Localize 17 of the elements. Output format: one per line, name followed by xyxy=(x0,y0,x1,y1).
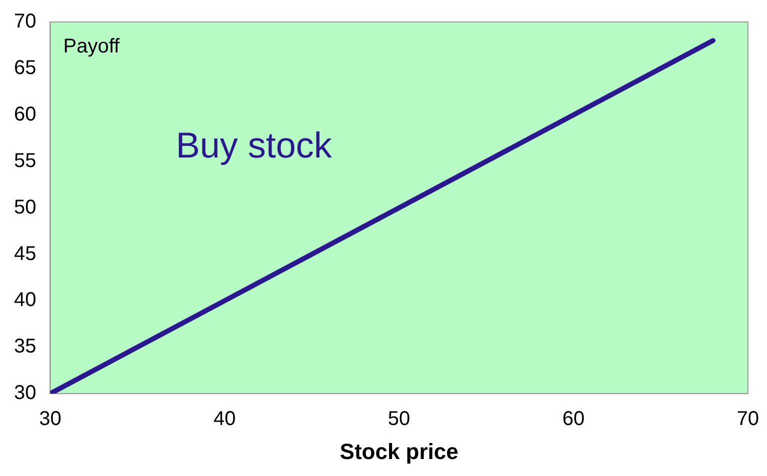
x-tick-label: 60 xyxy=(562,408,585,430)
x-tick-label: 30 xyxy=(39,408,62,430)
y-tick-label: 70 xyxy=(14,10,36,33)
y-tick-label: 30 xyxy=(14,382,36,404)
x-tick-label: 70 xyxy=(736,408,759,430)
series-label: Buy stock xyxy=(176,124,333,166)
y-tick-label: 65 xyxy=(14,56,36,79)
y-tick-label: 50 xyxy=(14,196,36,218)
y-axis-title: Payoff xyxy=(63,36,120,58)
y-tick-label: 35 xyxy=(14,336,36,358)
y-tick-label: 55 xyxy=(14,150,36,172)
x-axis-title: Stock price xyxy=(340,438,458,464)
x-tick-label: 50 xyxy=(388,408,410,430)
y-tick-label: 40 xyxy=(14,289,36,312)
y-tick-label: 60 xyxy=(14,103,36,126)
y-tick-label: 45 xyxy=(14,242,36,265)
x-tick-label: 40 xyxy=(214,408,236,430)
